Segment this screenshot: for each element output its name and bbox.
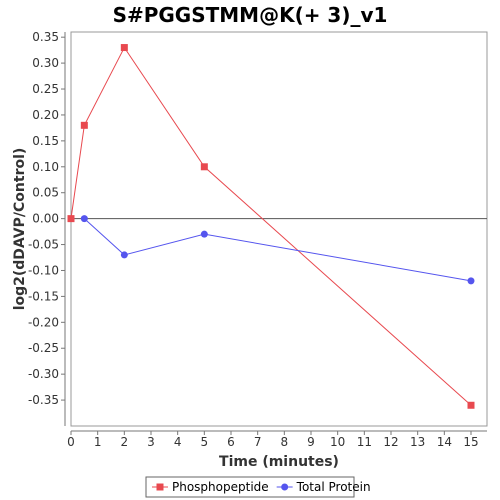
x-tick-label: 4 [174,435,182,449]
total-protein-point [120,251,128,259]
legend-label-total-protein: Total Protein [296,480,371,494]
total-protein-point [467,277,475,285]
phosphopeptide-point [120,44,128,52]
x-tick-label: 7 [254,435,262,449]
x-tick-label: 8 [281,435,289,449]
y-tick-label: 0.35 [32,30,59,44]
x-tick-label: 6 [227,435,235,449]
total-protein-line [83,218,472,282]
x-axis-label: Time (minutes) [219,454,339,470]
x-tick-label: 5 [201,435,209,449]
y-tick-label: -0.30 [28,367,59,381]
series-group [67,44,475,409]
legend-marker-total-protein [281,483,289,491]
x-tick-label: 1 [94,435,102,449]
x-tick-label: 0 [67,435,75,449]
phosphopeptide-point [67,215,75,223]
y-tick-label: -0.25 [28,341,59,355]
legend-marker-phosphopeptide [156,483,164,491]
legend-label-phosphopeptide: Phosphopeptide [172,480,269,494]
y-tick-label: 0.15 [32,134,59,148]
legend: Phosphopeptide Total Protein [145,476,371,498]
y-tick-label: 0.05 [32,186,59,200]
x-tick-label: 14 [437,435,452,449]
total-protein-point [200,230,208,238]
x-tick-label: 11 [357,435,372,449]
y-axis: 0.35 0.30 0.25 0.20 0.15 0.10 0.05 0.00 -0.05 -0.… [28,30,66,426]
x-tick-label: 15 [463,435,478,449]
x-tick-label: 10 [330,435,345,449]
y-tick-label: 0.00 [32,212,59,226]
phosphopeptide-point [467,401,475,409]
y-axis-label: log2(dDAVP/Control) [12,148,28,311]
x-tick-label: 9 [307,435,315,449]
y-tick-label: -0.35 [28,393,59,407]
x-tick-label: 3 [147,435,155,449]
y-tick-label: 0.25 [32,82,59,96]
y-tick-label: -0.05 [28,238,59,252]
y-tick-label: -0.15 [28,289,59,303]
x-axis: 0 1 2 3 4 5 6 7 8 9 10 11 12 13 14 15 [67,430,487,449]
y-tick-label: -0.10 [28,263,59,277]
legend-box [145,476,355,498]
y-tick-label: 0.30 [32,56,59,70]
plot-area [70,31,488,427]
phosphopeptide-point [200,163,208,171]
phosphopeptide-point [80,121,88,129]
chart-title: S#PGGSTMM@K(+ 3)_v1 [113,3,388,27]
total-protein-point [80,215,88,223]
x-tick-label: 13 [410,435,425,449]
y-tick-label: 0.20 [32,108,59,122]
x-tick-label: 2 [121,435,129,449]
y-tick-label: 0.10 [32,160,59,174]
y-tick-label: -0.20 [28,315,59,329]
x-tick-label: 12 [383,435,398,449]
